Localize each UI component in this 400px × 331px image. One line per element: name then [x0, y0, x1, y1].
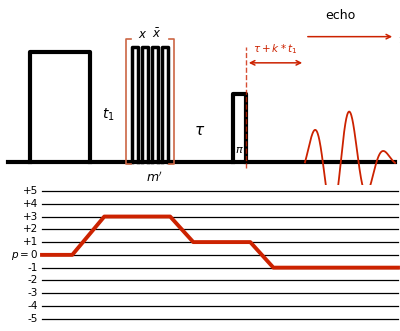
Text: $\tau + k*t_1$: $\tau + k*t_1$: [253, 42, 297, 56]
Text: +5: +5: [23, 186, 38, 196]
Text: -4: -4: [28, 301, 38, 311]
Text: $x$: $x$: [138, 28, 148, 41]
Text: +4: +4: [23, 199, 38, 209]
Text: $\tau$: $\tau$: [194, 123, 206, 138]
Text: $t_1$: $t_1$: [102, 107, 114, 123]
Text: +2: +2: [23, 224, 38, 234]
Text: +1: +1: [23, 237, 38, 247]
Text: -5: -5: [28, 314, 38, 324]
Text: $t_2$: $t_2$: [398, 34, 400, 49]
Text: $\bar{x}$: $\bar{x}$: [152, 28, 162, 41]
Text: +3: +3: [23, 212, 38, 221]
Text: -3: -3: [28, 288, 38, 298]
Text: $m'$: $m'$: [146, 171, 164, 185]
Text: -1: -1: [28, 262, 38, 273]
Text: -2: -2: [28, 275, 38, 285]
Text: echo: echo: [325, 9, 355, 22]
Text: $\pi$: $\pi$: [234, 145, 244, 155]
Text: $p = 0$: $p = 0$: [11, 248, 38, 262]
